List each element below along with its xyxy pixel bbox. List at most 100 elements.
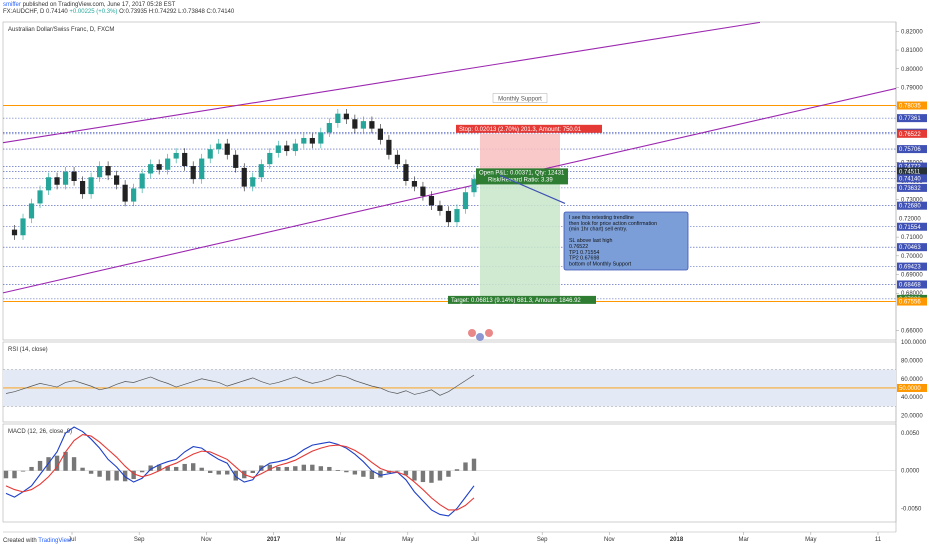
monthly-support-label: Monthly Support	[498, 97, 542, 103]
time-tick-label: May	[805, 537, 816, 543]
stop-label-box	[456, 124, 602, 133]
macd-histogram-bar	[37, 460, 43, 471]
candle-body	[139, 173, 145, 189]
time-tick-label: 2018	[670, 537, 684, 543]
price-label-box	[897, 167, 927, 176]
macd-histogram-bar	[446, 470, 451, 477]
candle-body	[62, 171, 69, 185]
author-link[interactable]: smiffer	[3, 2, 21, 8]
price-label-box	[897, 114, 927, 123]
tradingview-logo-text[interactable]: TradingView	[38, 538, 72, 544]
price-level-label: 0.70463	[899, 245, 921, 251]
macd-histogram-bar	[310, 464, 315, 471]
rsi-mid-label: 50.0000	[899, 386, 921, 392]
price-label-box	[897, 214, 927, 223]
time-tick-label: Jul	[68, 537, 76, 543]
macd-histogram-bar	[327, 466, 332, 471]
candle-body	[97, 166, 103, 178]
candle-body	[343, 113, 349, 120]
candle-body	[292, 143, 298, 152]
macd-histogram-bar	[420, 470, 426, 483]
candle-body	[437, 205, 443, 211]
price-tick-label: 0.80000	[901, 67, 923, 73]
candle-body	[105, 166, 111, 176]
price-level-label: 0.73632	[899, 186, 921, 192]
candle-body	[28, 203, 35, 219]
analysis-note-line: TP2 0.67698	[569, 256, 599, 262]
macd-signal-line	[5, 433, 475, 511]
candle-body	[411, 181, 418, 187]
macd-histogram-bar	[165, 466, 170, 471]
candle-body	[45, 177, 52, 191]
macd-histogram-bar	[148, 465, 153, 471]
price-label-box	[897, 183, 927, 192]
price-tick-label: 0.69000	[901, 273, 923, 279]
macd-histogram-bar	[114, 470, 119, 481]
open-pl-label: Open P&L: 0.00371, Qty: 12431	[479, 170, 565, 176]
macd-histogram-bar	[97, 470, 102, 477]
stop-label: Stop: 0.02013 (2.70%) 201.3, Amount: 750…	[459, 127, 582, 133]
macd-histogram-bar	[412, 470, 417, 481]
price-level-label: 0.68468	[899, 282, 921, 288]
channel-lower-line	[2, 87, 897, 294]
price-change: +0.00225 (+0.3%)	[69, 9, 118, 15]
macd-histogram-bar	[471, 458, 477, 471]
candle-body	[284, 145, 290, 152]
rsi-tick-label: 20.0000	[901, 414, 923, 420]
macd-histogram-bar	[250, 470, 255, 473]
macd-histogram-bar	[378, 470, 383, 478]
economic-event-icon	[468, 329, 476, 337]
macd-histogram-bar	[318, 466, 324, 471]
time-tick-label: 2017	[267, 537, 281, 543]
candle-body	[11, 229, 18, 236]
price-label-box	[897, 262, 927, 271]
macd-histogram-bar	[29, 466, 34, 471]
price-level-label: 0.71554	[899, 225, 921, 231]
time-tick-label: Mar	[335, 537, 345, 543]
price-label-box	[897, 101, 927, 110]
macd-histogram-bar	[267, 464, 272, 471]
target-label-box	[448, 295, 596, 304]
price-label-box	[897, 280, 927, 289]
analysis-note-line: 0.76522	[569, 244, 588, 250]
macd-histogram-bar	[216, 470, 221, 475]
footer: Created with TradingView	[3, 538, 71, 544]
symbol-name: FX:AUDCHF, D	[3, 9, 45, 15]
candle-body	[301, 137, 307, 144]
analysis-note-line: (min 1hr chart) sell entry.	[569, 227, 627, 233]
price-level-label: 0.78035	[899, 104, 921, 110]
candle-body	[54, 177, 60, 185]
rsi-title: RSI (14, close)	[8, 347, 48, 353]
macd-histogram-bar	[344, 470, 349, 473]
price-tick-label: 0.70000	[901, 254, 923, 260]
price-level-label: 0.74511	[899, 169, 921, 175]
macd-title: MACD (12, 26, close, 9)	[8, 429, 72, 435]
rsi-line	[5, 374, 475, 396]
price-tick-label: 0.66000	[901, 329, 923, 335]
price-label-box	[897, 174, 927, 183]
macd-histogram-bar	[139, 470, 145, 473]
time-tick-label: Mar	[738, 537, 748, 543]
price-tick-label: 0.73000	[901, 198, 923, 204]
price-tick-label: 0.68000	[901, 291, 923, 297]
price-level-label: 0.72680	[899, 204, 921, 210]
take-profit-zone	[480, 178, 560, 299]
candle-body	[79, 181, 86, 195]
candle-body	[148, 164, 154, 174]
candle-body	[360, 121, 366, 129]
price-label-box	[897, 162, 927, 171]
price-level-label: 0.74140	[899, 176, 921, 182]
macd-histogram-bar	[225, 470, 230, 475]
price-label-box	[897, 222, 927, 231]
candle-body	[403, 164, 409, 181]
candle-body	[471, 179, 477, 193]
macd-histogram-bar	[80, 467, 85, 471]
candle-body	[420, 186, 426, 196]
candle-body	[88, 177, 94, 195]
channel-upper-line	[2, 21, 761, 144]
price-tick-label: 0.82000	[901, 29, 923, 35]
candle-body	[37, 190, 43, 204]
price-level-label: 0.67556	[899, 300, 921, 306]
